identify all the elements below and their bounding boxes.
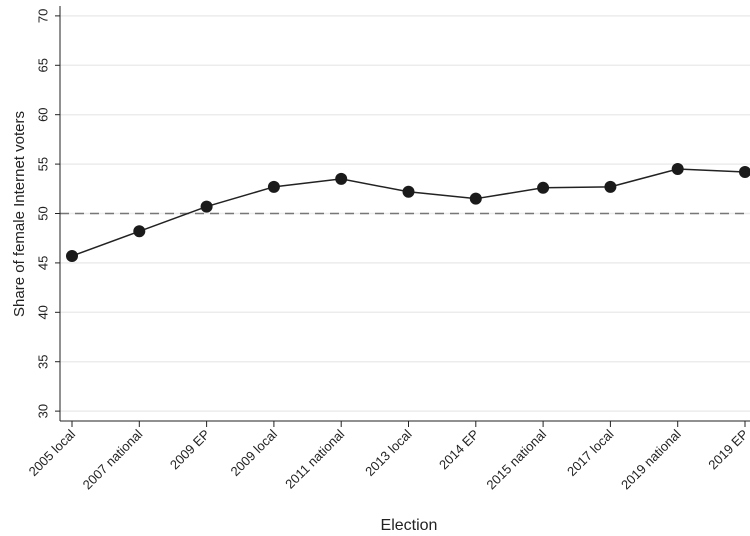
x-axis-ticks: 2005 local 2007 national 2009 EP 2009 local…: [26, 421, 750, 492]
x-tick-label: 2015 national: [483, 426, 549, 492]
y-tick-label: 60: [36, 107, 51, 121]
y-tick-label: 70: [36, 9, 51, 23]
series-line: [71, 168, 746, 257]
x-tick-label: 2007 national: [80, 426, 146, 492]
data-point: [267, 180, 280, 193]
y-tick-label: 40: [36, 305, 51, 319]
x-tick-label: 2011 national: [282, 426, 347, 491]
x-axis-title: Election: [381, 517, 438, 534]
x-tick-label: 2019 national: [618, 426, 684, 492]
y-axis-title: Share of female Internet voters: [11, 111, 28, 317]
y-tick-label: 30: [36, 404, 51, 418]
data-point: [739, 166, 750, 178]
data-point: [335, 172, 348, 185]
data-point: [604, 180, 617, 193]
data-point: [66, 249, 78, 262]
data-series: [66, 163, 750, 262]
x-tick-label: 2014 EP: [436, 427, 482, 473]
data-point: [537, 181, 550, 194]
data-point: [671, 163, 684, 176]
y-tick-label: 50: [36, 206, 51, 220]
x-tick-label: 2017 local: [564, 426, 617, 479]
y-tick-label: 55: [36, 157, 51, 171]
x-tick-label: 2019 EP: [705, 427, 750, 473]
y-tick-label: 65: [36, 58, 51, 72]
y-tick-label: 35: [36, 354, 51, 368]
x-tick-label: 2009 EP: [167, 427, 213, 473]
data-point: [402, 185, 415, 198]
data-point: [133, 225, 146, 238]
y-tick-label: 45: [36, 256, 51, 270]
x-tick-label: 2009 local: [227, 426, 280, 479]
y-axis-ticks: 30 35 40 45 50 55 60 65 70: [36, 9, 60, 418]
x-tick-label: 2013 local: [362, 426, 415, 479]
x-tick-label: 2005 local: [26, 426, 79, 479]
data-point: [469, 192, 482, 205]
data-point: [200, 200, 213, 213]
